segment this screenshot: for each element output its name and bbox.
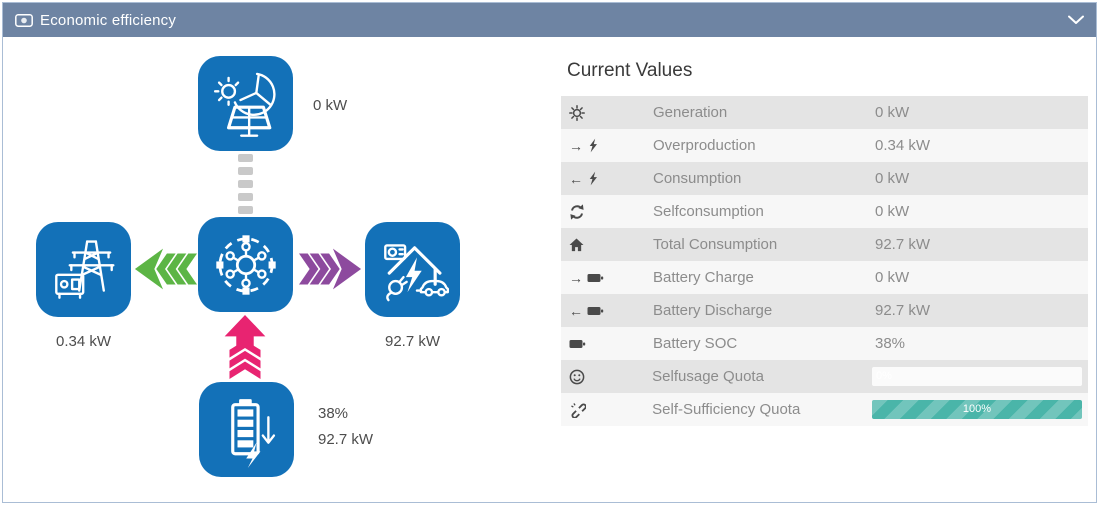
row-label: Self-Sufficiency Quota <box>652 401 801 418</box>
battery-power-label: 92.7 kW <box>318 431 374 448</box>
energy-hub-node-icon <box>198 217 293 312</box>
arrow-right-battery-icon: → <box>561 270 653 286</box>
table-row-battery-soc: Battery SOC 38% <box>561 327 1088 360</box>
consumption-node-icon <box>365 222 460 317</box>
panel-title: Economic efficiency <box>40 11 177 29</box>
refresh-icon <box>561 203 653 220</box>
arrow-left-battery-icon: ← <box>561 303 653 319</box>
generation-flow-idle-connector <box>238 154 253 214</box>
row-value: 38% <box>875 335 906 352</box>
monitor-icon <box>15 13 33 27</box>
row-label: Overproduction <box>653 137 756 154</box>
row-label: Selfusage Quota <box>652 368 764 385</box>
battery-node-icon <box>199 382 294 477</box>
row-label: Battery SOC <box>653 335 738 352</box>
sun-icon <box>561 104 653 121</box>
generation-power-label: 0 kW <box>313 97 348 114</box>
row-label: Battery Discharge <box>653 302 773 319</box>
panel-content: 0 kW <box>3 38 1096 502</box>
battery-state-label: 38% 92.7 kW <box>318 401 373 453</box>
chevron-down-icon[interactable] <box>1068 15 1084 25</box>
row-value: 0.34 kW <box>875 137 931 154</box>
table-row-self-sufficiency-quota: Self-Sufficiency Quota 100% <box>561 393 1088 426</box>
row-value: 92.7 kW <box>875 236 931 253</box>
battery-soc-label: 38% <box>318 405 349 422</box>
row-value: 0 kW <box>875 170 910 187</box>
battery-icon <box>561 336 653 352</box>
self-sufficiency-quota-value: 100% <box>962 403 992 415</box>
flow-arrow-to-grid <box>133 246 197 297</box>
consumption-power-label: 92.7 kW <box>384 333 441 350</box>
row-label: Battery Charge <box>653 269 754 286</box>
row-value: 0 kW <box>875 269 910 286</box>
current-values-title: Current Values <box>567 60 693 81</box>
chain-broken-icon <box>561 401 652 418</box>
self-sufficiency-quota-progressbar: 100% <box>872 400 1082 419</box>
generation-node-icon <box>198 56 293 151</box>
current-values-panel: Current Values Generation 0 kW <box>561 60 1088 426</box>
row-value: 100% <box>872 400 1088 419</box>
row-label: Generation <box>653 104 728 121</box>
selfusage-quota-progressbar: 0% <box>872 367 1082 386</box>
table-row-selfusage-quota: Selfusage Quota 0% <box>561 360 1088 393</box>
flow-arrow-from-battery <box>222 315 268 384</box>
smiley-icon <box>561 369 652 385</box>
row-value: 92.7 kW <box>875 302 931 319</box>
arrow-left-bolt-icon: ← <box>561 171 653 187</box>
panel-header[interactable]: Economic efficiency <box>3 3 1096 37</box>
row-label: Selfconsumption <box>653 203 764 220</box>
grid-power-label: 0.34 kW <box>55 333 112 350</box>
row-label: Total Consumption <box>653 236 778 253</box>
table-row-consumption: ← Consumption 0 kW <box>561 162 1088 195</box>
arrow-right-bolt-icon: → <box>561 138 653 154</box>
table-row-battery-charge: → Battery Charge 0 kW <box>561 261 1088 294</box>
table-row-selfconsumption: Selfconsumption 0 kW <box>561 195 1088 228</box>
row-value: 0 kW <box>875 203 910 220</box>
row-value: 0 kW <box>875 104 910 121</box>
row-label: Consumption <box>653 170 742 187</box>
grid-node-icon <box>36 222 131 317</box>
table-row-battery-discharge: ← Battery Discharge 92.7 kW <box>561 294 1088 327</box>
table-row-total-consumption: Total Consumption 92.7 kW <box>561 228 1088 261</box>
home-icon <box>561 237 653 252</box>
flow-arrow-to-consumption <box>299 246 363 297</box>
table-row-overproduction: → Overproduction 0.34 kW <box>561 129 1088 162</box>
row-value: 0% <box>872 367 1088 386</box>
selfusage-quota-value: 0% <box>876 370 892 382</box>
table-row-generation: Generation 0 kW <box>561 96 1088 129</box>
